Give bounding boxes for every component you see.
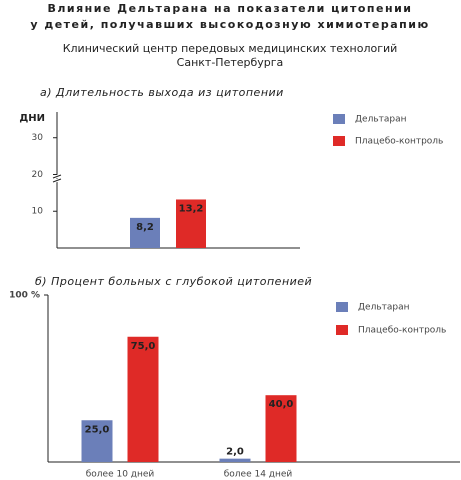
value-label: 75,0 xyxy=(131,341,156,352)
legend-swatch xyxy=(336,325,348,335)
value-label: 2,0 xyxy=(226,447,244,458)
bar xyxy=(130,217,160,248)
y-axis-label: ДНИ xyxy=(19,113,45,124)
y-tick-label: 100 % xyxy=(9,291,40,301)
title-line: у детей, получавших высокодозную химиоте… xyxy=(30,18,429,31)
legend-swatch xyxy=(333,114,345,124)
org-line: Клинический центр передовых медицинских … xyxy=(63,42,398,55)
legend-swatch xyxy=(333,136,345,146)
value-label: 13,2 xyxy=(179,203,204,214)
bar xyxy=(81,420,113,462)
bar xyxy=(265,395,297,462)
bar xyxy=(176,199,206,248)
legend-label: Дельтаран xyxy=(355,115,407,125)
title-line: Влияние Дельтарана на показатели цитопен… xyxy=(47,2,412,15)
value-label: 40,0 xyxy=(269,399,294,410)
org-line: Санкт-Петербурга xyxy=(177,56,284,69)
y-tick-label: 20 xyxy=(32,170,44,180)
legend-label: Плацебо-контроль xyxy=(358,326,446,336)
axis-break xyxy=(52,174,62,183)
value-label: 25,0 xyxy=(85,424,110,435)
x-tick-label: более 14 дней xyxy=(224,470,293,480)
bar xyxy=(219,458,251,462)
legend-swatch xyxy=(336,302,348,312)
y-tick-label: 10 xyxy=(32,207,44,217)
chart-title: б) Процент больных с глубокой цитопенией xyxy=(35,275,312,288)
value-label: 8,2 xyxy=(136,222,154,233)
chart-title: а) Длительность выхода из цитопении xyxy=(40,86,284,99)
legend-label: Плацебо-контроль xyxy=(355,137,443,147)
x-tick-label: более 10 дней xyxy=(86,470,155,480)
legend-label: Дельтаран xyxy=(358,303,410,313)
bar xyxy=(127,336,159,462)
y-tick-label: 30 xyxy=(32,133,44,143)
